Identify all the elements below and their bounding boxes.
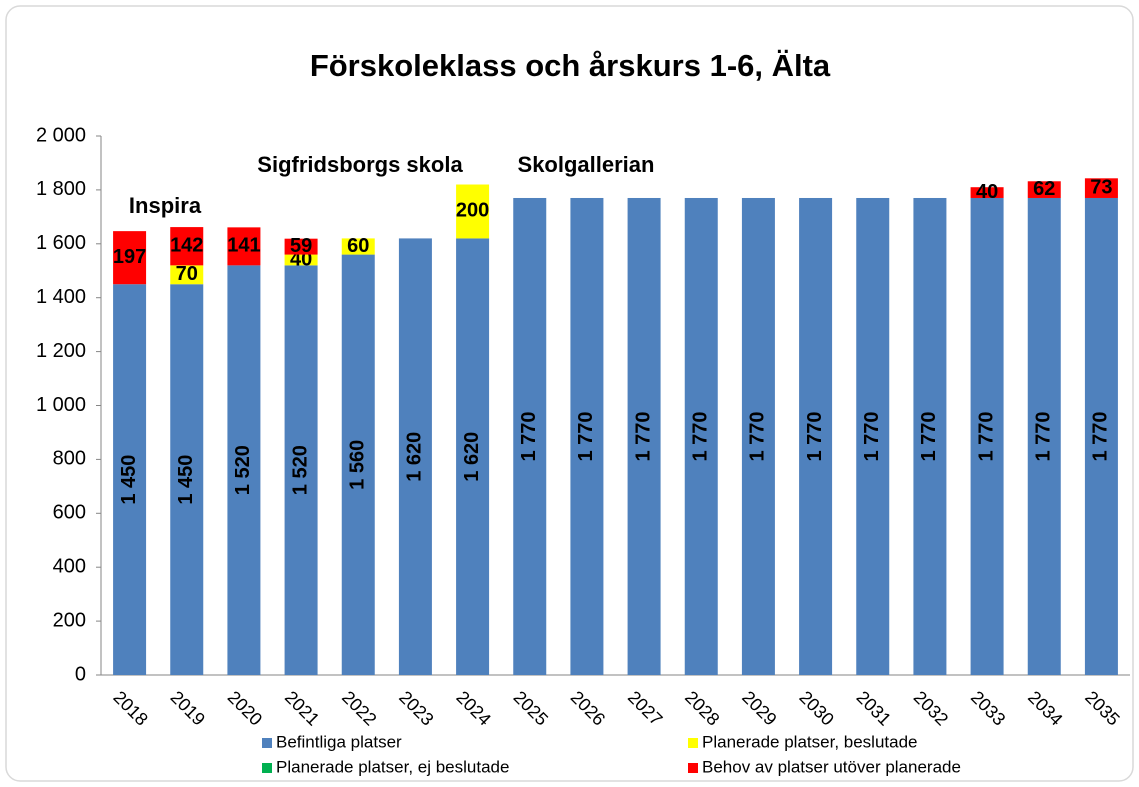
bar-segment (1084, 178, 1118, 198)
value-label: 1 770 (918, 411, 940, 461)
value-label: 197 (113, 246, 146, 268)
value-label: 1 520 (289, 445, 311, 495)
bar-segment (970, 197, 1004, 676)
value-label: 1 770 (975, 411, 997, 461)
bar-segment (570, 197, 604, 676)
bar-segment (113, 284, 147, 675)
bar-segment (741, 197, 775, 676)
legend-swatch (262, 763, 272, 773)
bar-segment (1027, 197, 1061, 676)
y-tick-label: 2 000 (36, 124, 86, 146)
bar-segment (1027, 181, 1061, 198)
bar-segment (170, 227, 204, 266)
legend-swatch (688, 738, 698, 748)
value-label: 200 (456, 200, 489, 222)
bar-segment (513, 197, 547, 676)
value-label: 1 450 (118, 455, 140, 505)
legend-label: Planerade platser, beslutade (702, 732, 918, 751)
value-label: 70 (176, 263, 198, 285)
legend-label: Befintliga platser (276, 732, 402, 751)
chart-title: Förskoleklass och årskurs 1-6, Älta (310, 48, 831, 83)
y-tick-label: 0 (75, 663, 86, 685)
value-label: 1 770 (518, 411, 540, 461)
bar-segment (913, 197, 947, 676)
value-label: 1 560 (347, 440, 369, 490)
value-label: 62 (1033, 178, 1055, 200)
annotation: Inspira (129, 193, 202, 218)
y-tick-label: 1 400 (36, 286, 86, 308)
bar-segment (170, 265, 204, 285)
value-label: 142 (170, 235, 203, 257)
y-tick-label: 1 600 (36, 232, 86, 254)
bar-segment (284, 238, 318, 255)
value-label: 1 770 (1090, 411, 1112, 461)
value-label: 73 (1090, 176, 1112, 198)
legend-swatch (262, 738, 272, 748)
bar-segment (227, 227, 261, 266)
value-label: 1 770 (861, 411, 883, 461)
bar-segment (341, 254, 375, 675)
value-label: 59 (290, 235, 312, 257)
bar-segment (856, 197, 890, 676)
value-label: 1 450 (175, 455, 197, 505)
bar-segment (341, 238, 375, 255)
value-label: 40 (976, 181, 998, 203)
bar-segment (627, 197, 661, 676)
legend-swatch (688, 763, 698, 773)
value-label: 1 520 (232, 445, 254, 495)
bar-segment (227, 265, 261, 675)
bar-segment (970, 187, 1004, 198)
legend-label: Behov av platser utöver planerade (702, 757, 961, 776)
bar-segment (113, 231, 147, 285)
bar-segment (284, 254, 318, 266)
value-label: 141 (227, 235, 260, 257)
bar-segment (456, 238, 490, 675)
value-label: 1 620 (461, 432, 483, 482)
y-tick-label: 400 (53, 555, 86, 577)
legend-label: Planerade platser, ej beslutade (276, 757, 509, 776)
annotation: Sigfridsborgs skola (257, 152, 463, 177)
bar-segment (684, 197, 718, 676)
value-label: 60 (347, 235, 369, 257)
bar-segment (284, 265, 318, 675)
y-tick-label: 200 (53, 609, 86, 631)
bar-segment (398, 238, 432, 675)
y-tick-label: 600 (53, 502, 86, 524)
value-label: 1 770 (575, 411, 597, 461)
bar-segment (170, 284, 204, 675)
value-label: 1 770 (690, 411, 712, 461)
y-tick-label: 1 000 (36, 394, 86, 416)
value-label: 1 620 (404, 432, 426, 482)
y-tick-label: 800 (53, 448, 86, 470)
value-label: 1 770 (747, 411, 769, 461)
bar-segment (456, 184, 490, 239)
y-tick-label: 1 200 (36, 340, 86, 362)
value-label: 1 770 (1033, 411, 1055, 461)
value-label: 1 770 (632, 411, 654, 461)
bar-segment (799, 197, 833, 676)
y-tick-label: 1 800 (36, 178, 86, 200)
bar-segment (1084, 197, 1118, 676)
annotation: Skolgallerian (518, 152, 655, 177)
value-label: 1 770 (804, 411, 826, 461)
